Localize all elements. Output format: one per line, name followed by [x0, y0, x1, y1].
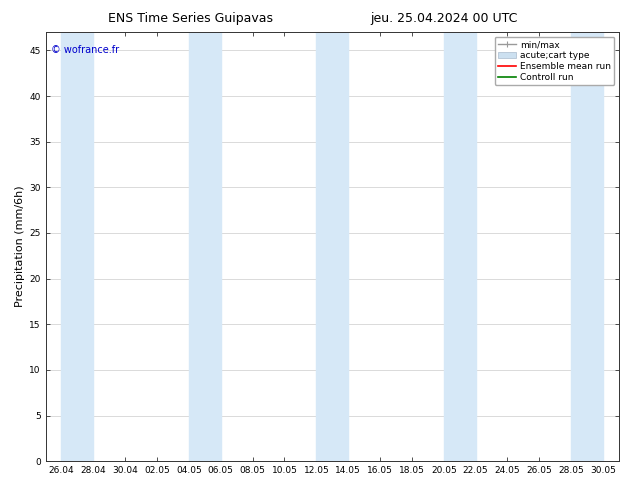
Y-axis label: Precipitation (mm/6h): Precipitation (mm/6h) [15, 186, 25, 307]
Bar [189, 32, 221, 461]
Bar [316, 32, 348, 461]
Text: jeu. 25.04.2024 00 UTC: jeu. 25.04.2024 00 UTC [370, 12, 517, 25]
Legend: min/max, acute;cart type, Ensemble mean run, Controll run: min/max, acute;cart type, Ensemble mean … [495, 37, 614, 85]
Text: © wofrance.fr: © wofrance.fr [51, 45, 119, 55]
Bar [571, 32, 603, 461]
Bar [444, 32, 476, 461]
Bar [61, 32, 93, 461]
Text: ENS Time Series Guipavas: ENS Time Series Guipavas [108, 12, 273, 25]
